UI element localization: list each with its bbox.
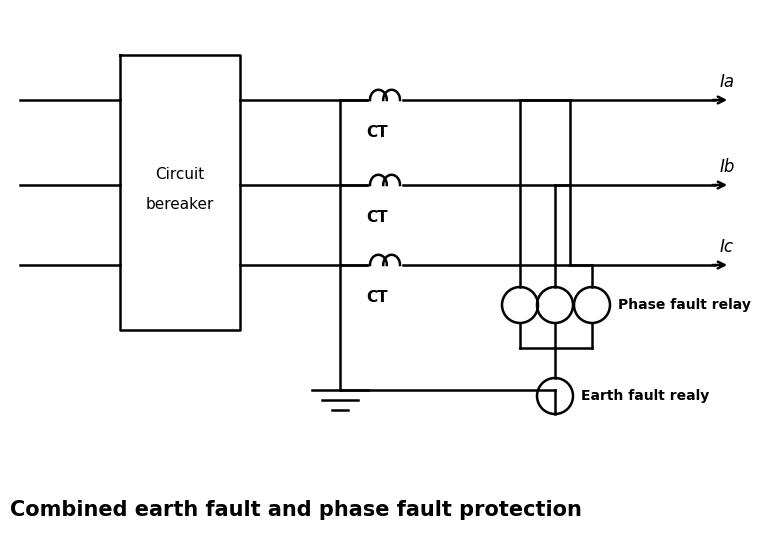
Text: CT: CT — [366, 210, 388, 225]
Text: Combined earth fault and phase fault protection: Combined earth fault and phase fault pro… — [10, 500, 582, 520]
Text: Ic: Ic — [720, 238, 734, 256]
Text: CT: CT — [366, 125, 388, 140]
Text: Circuit: Circuit — [155, 167, 204, 182]
Text: Phase fault relay: Phase fault relay — [618, 298, 751, 312]
Text: Ia: Ia — [720, 73, 735, 91]
Text: Ib: Ib — [720, 158, 736, 176]
Text: CT: CT — [366, 290, 388, 305]
Text: bereaker: bereaker — [146, 197, 214, 212]
Text: Earth fault realy: Earth fault realy — [581, 389, 710, 403]
